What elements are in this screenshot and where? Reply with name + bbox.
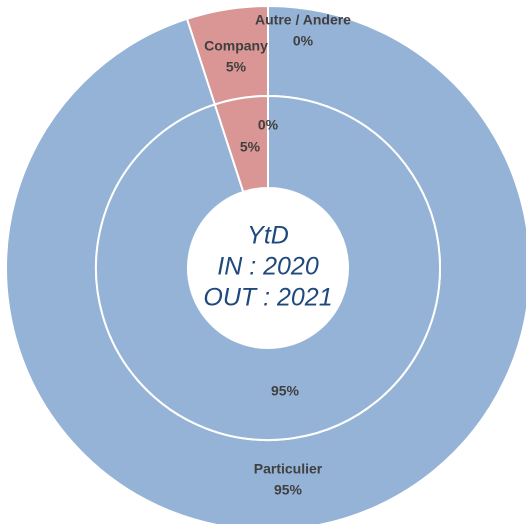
slice-value: 95% bbox=[274, 482, 303, 498]
slice-value: 5% bbox=[226, 59, 247, 75]
slice-label: Autre / Andere bbox=[255, 12, 351, 28]
donut-slice bbox=[95, 94, 441, 441]
slice-value: 95% bbox=[271, 383, 300, 399]
center-text: YtD bbox=[247, 222, 289, 250]
center-text: IN : 2020 bbox=[217, 253, 319, 281]
slice-label: Company bbox=[204, 38, 268, 54]
slice-value: 0% bbox=[293, 33, 314, 49]
slice-value: 5% bbox=[240, 139, 261, 155]
center-text: OUT : 2021 bbox=[203, 284, 332, 312]
slice-value: 0% bbox=[258, 117, 279, 133]
slice-label: Particulier bbox=[254, 461, 323, 477]
